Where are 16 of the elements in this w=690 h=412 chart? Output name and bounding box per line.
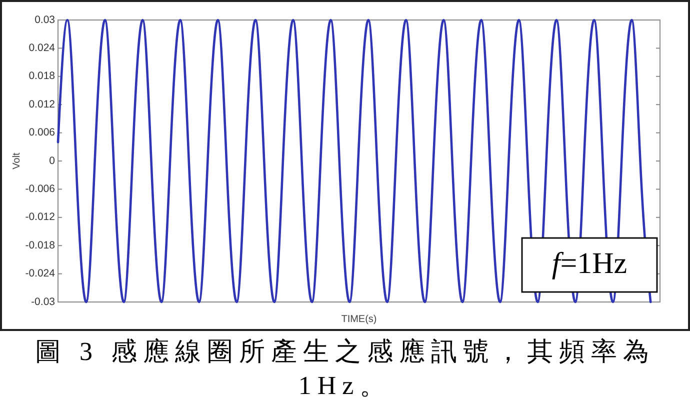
y-tick-label: -0.03 [31, 296, 56, 308]
y-tick-label: 0.012 [28, 98, 56, 110]
y-tick-label: 0.018 [28, 70, 56, 82]
y-tick-label: -0.024 [25, 268, 56, 280]
y-tick-label: 0 [49, 154, 56, 167]
y-tick-label: 0.006 [28, 126, 56, 139]
y-tick-label: -0.018 [25, 239, 56, 252]
y-tick-label: -0.006 [25, 182, 56, 195]
y-tick-label: 0.03 [34, 14, 56, 26]
y-tick-label: 0.024 [28, 42, 56, 54]
y-axis-title: Volt [12, 152, 23, 170]
line-series [56, 18, 652, 304]
annotation: f=1Hz [552, 246, 628, 280]
x-axis-title: TIME(s) [341, 314, 377, 325]
caption: 圖 3 感應線圈所產生之感應訊號，其頻率為 1Hz。 [34, 336, 656, 402]
y-tick-label: -0.012 [25, 211, 56, 224]
